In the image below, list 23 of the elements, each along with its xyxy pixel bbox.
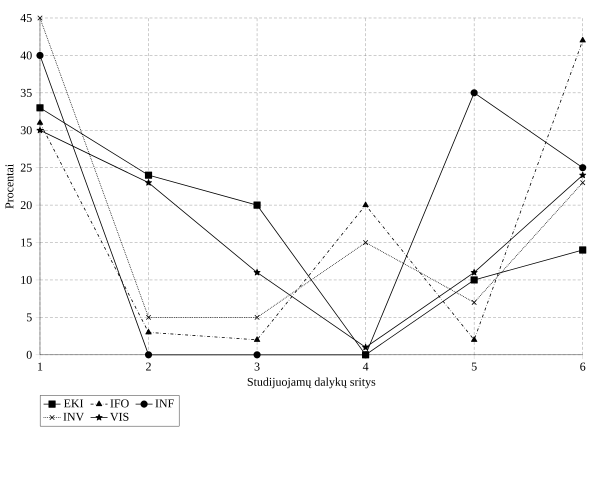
- legend-label: INV: [63, 412, 84, 421]
- y-tick-label: 40: [20, 52, 32, 60]
- y-tick-label: 5: [26, 314, 32, 322]
- x-axis-title: Studijuojamų dalykų sritys: [248, 378, 376, 388]
- legend-label: IFO: [110, 400, 129, 408]
- y-tick-label: 20: [20, 201, 32, 210]
- y-tick-label: 15: [21, 238, 32, 247]
- y-tick-label: 30: [20, 126, 32, 134]
- x-tick-label: 2: [146, 362, 151, 371]
- y-tick-label: 35: [20, 88, 32, 97]
- x-tick-label: 6: [580, 362, 586, 371]
- y-tick-label: 45: [20, 14, 32, 22]
- y-tick-label: 0: [26, 350, 32, 359]
- y-tick-label: 25: [20, 164, 32, 172]
- y-tick-label: 10: [21, 276, 32, 284]
- legend-label: EKI: [64, 400, 84, 408]
- legend-label: VIS: [110, 412, 128, 422]
- x-tick-label: 4: [362, 362, 368, 371]
- x-tick-label: 3: [254, 362, 260, 371]
- legend-label: INF: [155, 400, 174, 408]
- x-tick-label: 5: [472, 362, 477, 371]
- x-tick-label: 1: [38, 362, 42, 371]
- y-axis-title: Procentai: [5, 164, 14, 209]
